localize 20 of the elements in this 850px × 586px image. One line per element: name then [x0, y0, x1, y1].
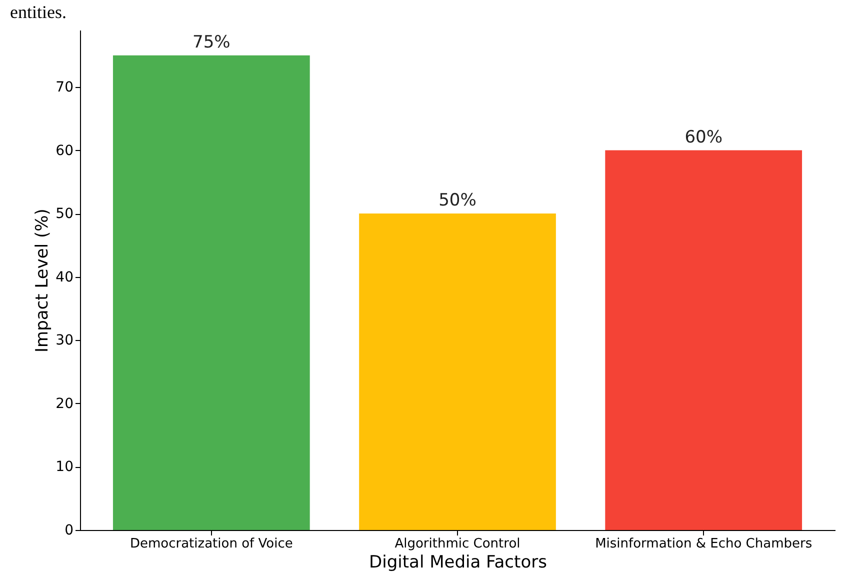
bar: [605, 150, 802, 530]
y-tick-label: 10: [56, 459, 74, 476]
y-tick-label: 50: [56, 206, 74, 222]
text: entities.: [10, 2, 66, 22]
y-tick-label: 60: [56, 142, 74, 159]
y-tick-label: 20: [56, 396, 74, 412]
x-tick-label: Algorithmic Control: [394, 536, 520, 552]
bar: [112, 55, 310, 530]
y-tick-label: 30: [56, 332, 74, 349]
y-tick-label: 40: [56, 269, 74, 286]
data-label: 60%: [684, 127, 722, 148]
x-axis-title: Digital Media Factors: [369, 552, 548, 572]
y-tick-label: 0: [64, 522, 74, 538]
y-tick-label: 70: [56, 79, 74, 96]
bar: [359, 214, 556, 530]
data-label: 50%: [438, 190, 476, 211]
y-axis-title: Impact Level (%): [32, 208, 53, 352]
x-tick-label: Democratization of Voice: [130, 536, 293, 552]
data-label: 75%: [192, 32, 230, 52]
x-tick-label: Misinformation & Echo Chambers: [595, 536, 812, 552]
